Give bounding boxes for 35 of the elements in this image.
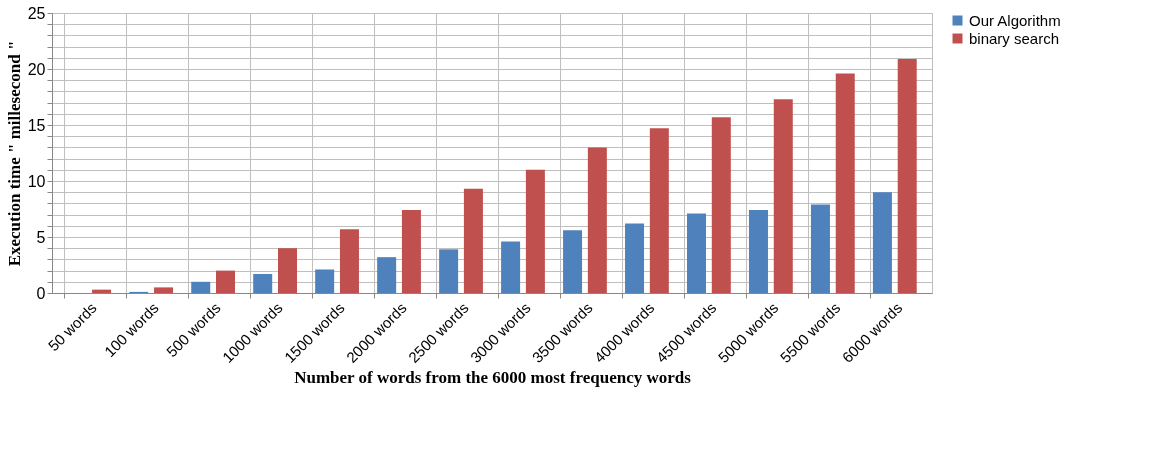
y-axis-title: Execution time " millesecond " [4,40,24,267]
bar [501,241,521,293]
bar [463,188,483,293]
y-tick-label: 0 [36,284,46,302]
bar [835,73,855,293]
bar [897,58,917,293]
y-tick-label: 25 [27,4,46,22]
bar [687,213,707,293]
bar [649,128,669,293]
bar [810,204,830,293]
bar [191,281,211,293]
bar [711,117,731,293]
bar [154,287,174,293]
bar [401,210,421,293]
y-tick-label: 5 [36,228,46,246]
x-axis-title: Number of words from the 6000 most frequency words [294,367,692,387]
bar [377,257,397,293]
bar [315,269,335,293]
bar [277,248,297,293]
legend-label: Our Algorithm [969,11,1061,29]
y-tick-label: 15 [27,116,46,134]
bar [253,273,273,293]
bar [748,210,768,293]
bar [872,192,892,293]
bar [216,270,236,293]
bar [439,249,459,293]
bar [339,229,359,293]
bar [773,99,793,293]
bar [625,223,645,293]
bar [525,169,545,293]
y-tick-label: 10 [27,172,46,190]
y-tick-label: 20 [27,60,46,78]
bar [563,230,583,293]
legend-label: binary search [969,29,1060,47]
bar [587,147,607,293]
